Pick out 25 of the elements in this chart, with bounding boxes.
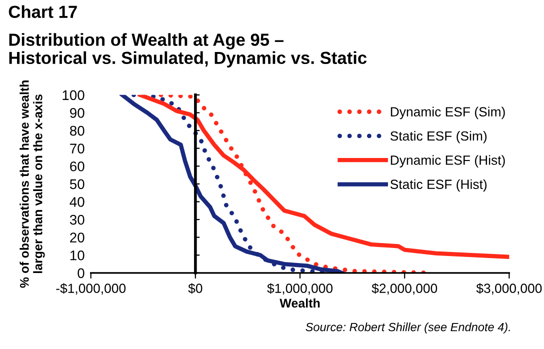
x-tick-label: $1,000,000 [267,283,333,295]
legend-label: Dynamic ESF (Sim) [390,106,505,120]
x-tick-label: $3,000,000 [476,283,542,295]
y-tick-label: 20 [70,232,84,242]
y-tick-label: 50 [70,179,84,190]
y-tick-label: 40 [70,197,84,207]
y-tick-label: 10 [70,250,84,260]
y-tick-label: 70 [70,144,84,154]
y-tick-label: 90 [70,108,84,118]
x-tick-label: $0 [188,283,202,294]
x-tick-label: -$1,000,000 [56,283,126,295]
x-tick-label: $2,000,000 [372,283,438,295]
x-axis-title: Wealth [280,298,320,308]
y-tick-label: 80 [70,126,84,136]
y-tick-label: 0 [78,268,84,278]
legend-label: Dynamic ESF (Hist) [390,155,505,168]
source-note: Source: Robert Shiller (see Endnote 4). [306,322,510,334]
y-tick-label: 30 [70,214,84,225]
chart-subtitle: Distribution of Wealth at Age 95 – Historical vs. Simulated, Dynamic vs. Static [9,33,367,68]
y-tick-label: 100 [62,90,84,100]
y-axis-title: % of observations that have wealth larger than value on the x-axis [20,80,45,288]
chart-title: Chart 17 [8,5,77,18]
legend-label: Static ESF (Hist) [390,179,487,192]
legend-label: Static ESF (Sim) [390,130,487,144]
y-tick-label: 60 [70,161,84,172]
